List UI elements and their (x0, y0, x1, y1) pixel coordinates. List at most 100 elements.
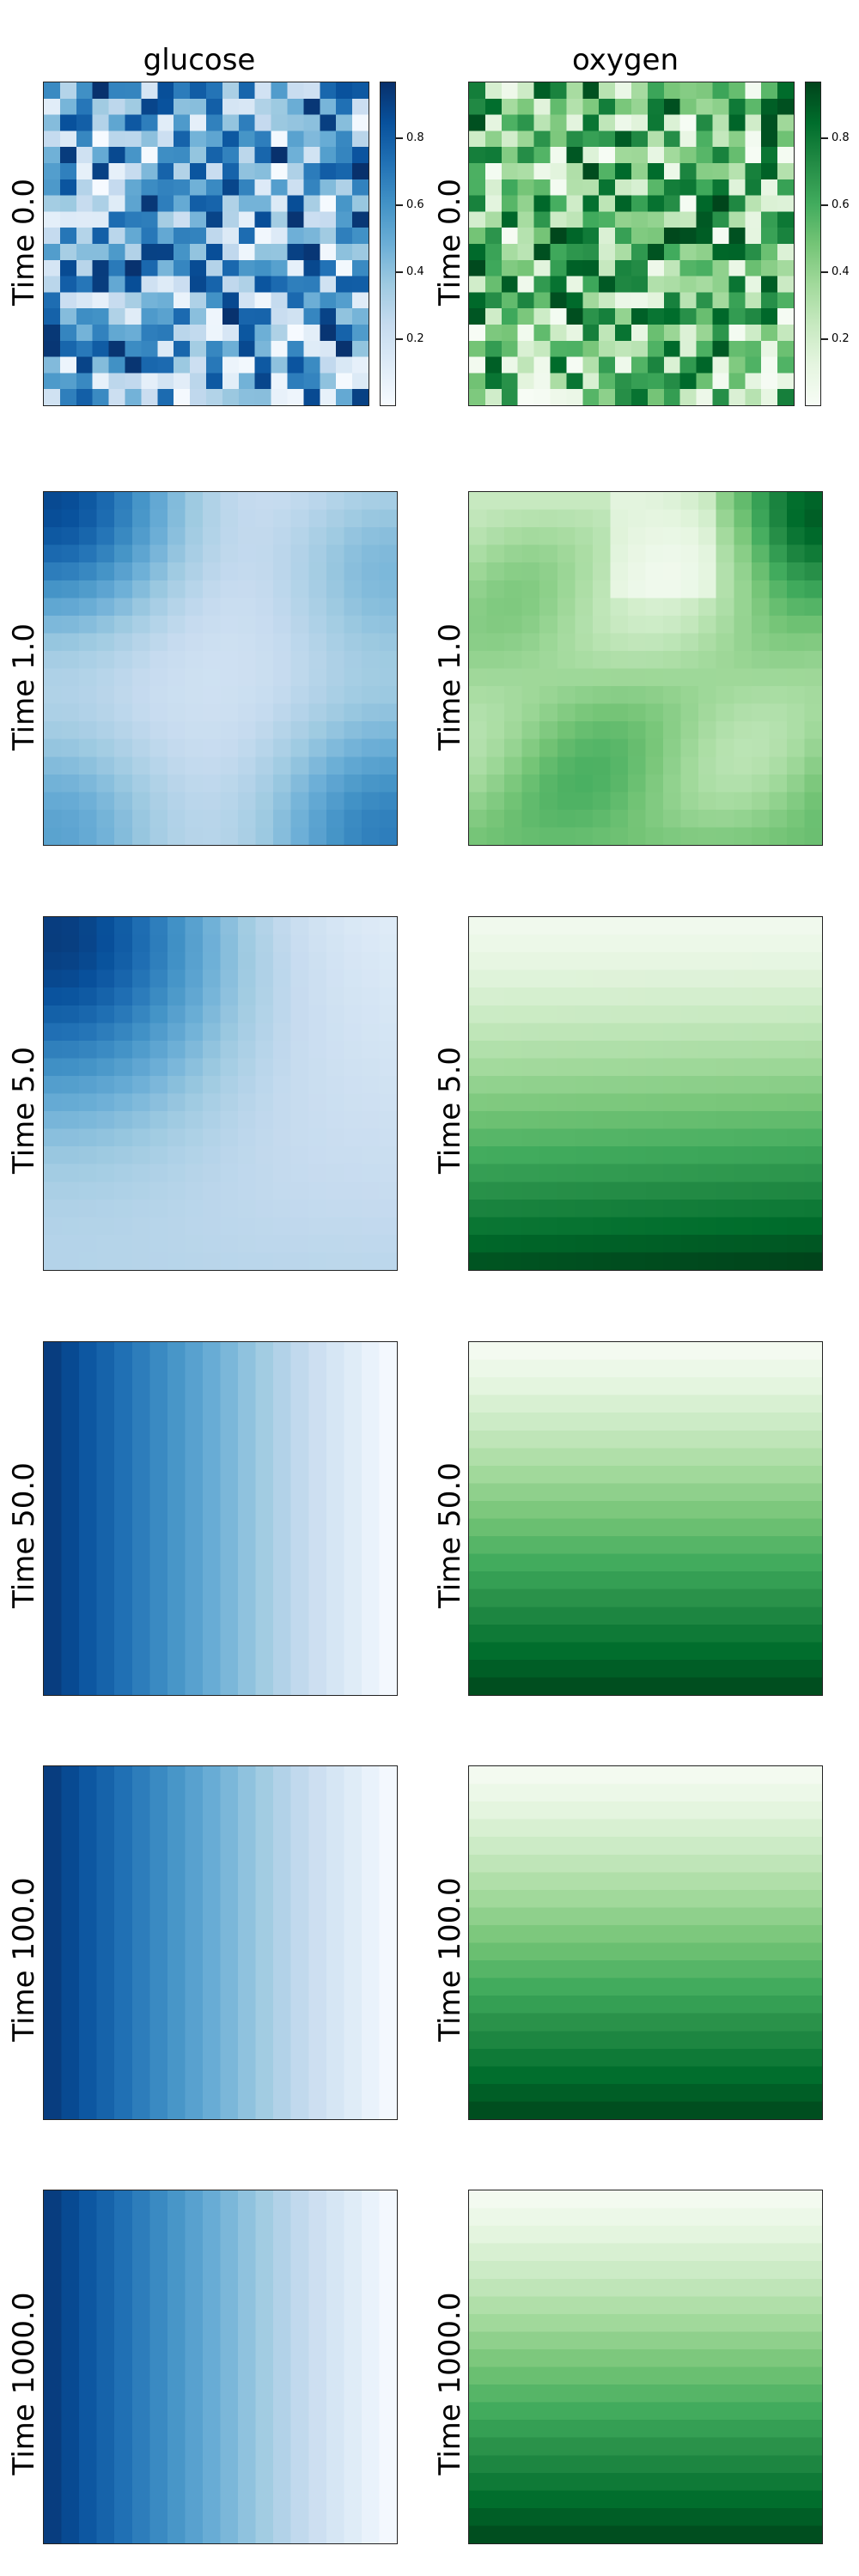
heatmap-cell (712, 292, 729, 309)
heatmap-cell (786, 1448, 805, 1467)
heatmap-cell (469, 721, 487, 740)
heatmap-cell (149, 1394, 168, 1413)
heatmap-cell (680, 1058, 699, 1077)
heatmap-cell (149, 2261, 168, 2280)
heatmap-cell (255, 792, 274, 811)
heatmap-cell (575, 792, 594, 811)
heatmap-cell (308, 1924, 327, 1943)
heatmap-cell (220, 1978, 239, 1996)
heatmap-cell (320, 340, 337, 357)
heatmap-cell (44, 2366, 62, 2385)
heatmap-cell (469, 1677, 487, 1695)
heatmap-cell (273, 598, 292, 617)
heatmap-cell (734, 1837, 752, 1856)
heatmap-cell (61, 2031, 80, 2050)
heatmap-cell (769, 827, 788, 845)
heatmap-cell (379, 650, 397, 669)
heatmap-cell (751, 1182, 770, 1200)
heatmap-cell (379, 1978, 397, 1996)
heatmap-cell (504, 2048, 523, 2067)
heatmap-cell (663, 325, 681, 342)
heatmap-cell (769, 917, 788, 935)
heatmap-cell (320, 373, 337, 390)
heatmap-cell (645, 1413, 664, 1431)
heatmap-cell (716, 2190, 734, 2208)
heatmap-cell (804, 1234, 822, 1253)
heatmap-cell (114, 721, 133, 740)
heatmap-cell (698, 2437, 717, 2456)
heatmap-cell (645, 2066, 664, 2085)
heatmap-cell (131, 1448, 150, 1467)
heatmap-cell (539, 1907, 558, 1926)
heatmap-cell (501, 259, 519, 276)
heatmap-cell (734, 598, 752, 617)
heatmap-cell (79, 598, 98, 617)
heatmap-cell (734, 934, 752, 953)
heatmap-cell (273, 1978, 292, 1996)
heatmap-cell (769, 1040, 788, 1059)
heatmap-cell (114, 1128, 133, 1147)
heatmap-cell (539, 2083, 558, 2102)
heatmap-cell (79, 2031, 98, 2050)
heatmap-cell (734, 703, 752, 722)
heatmap-cell (220, 1234, 239, 1253)
heatmap-cell (786, 1342, 805, 1360)
heatmap-cell (76, 244, 94, 261)
heatmap-cell (114, 1359, 133, 1378)
heatmap-cell (379, 1872, 397, 1891)
heatmap-cell (44, 615, 62, 634)
heatmap-cell (469, 2507, 487, 2526)
heatmap-cell (751, 1607, 770, 1625)
heatmap-cell (379, 1766, 397, 1784)
heatmap-cell (557, 1783, 576, 1802)
heatmap-cell (131, 1342, 150, 1360)
heatmap-cell (521, 1342, 540, 1360)
heatmap-cell (114, 1163, 133, 1182)
heatmap-cell (680, 1413, 699, 1431)
heatmap-cell (804, 580, 822, 598)
heatmap-cell (777, 114, 794, 131)
heatmap-cell (44, 2013, 62, 2032)
heatmap-cell (786, 492, 805, 510)
heatmap-cell (157, 389, 174, 405)
heatmap-cell (361, 686, 380, 705)
heatmap-cell (167, 2243, 186, 2262)
heatmap-cell (521, 1093, 540, 1112)
heatmap-cell (125, 340, 142, 357)
heatmap-cell (645, 2472, 664, 2491)
heatmap-cell (680, 2048, 699, 2067)
heatmap-cell (290, 1252, 309, 1270)
heatmap-cell (61, 1889, 80, 1908)
heatmap-cell (663, 2472, 682, 2491)
heatmap-cell (220, 527, 239, 546)
heatmap-cell (238, 2455, 257, 2474)
heatmap-cell (206, 373, 223, 390)
heatmap-cell (521, 580, 540, 598)
heatmap-cell (504, 1889, 523, 1908)
heatmap-cell (769, 1960, 788, 1979)
heatmap-cell (582, 195, 600, 212)
heatmap-cell (149, 1359, 168, 1378)
heatmap-cell (308, 1448, 327, 1467)
heatmap-cell (308, 1377, 327, 1396)
heatmap-cell (627, 809, 646, 828)
heatmap-cell (79, 809, 98, 828)
heatmap-cell (501, 179, 519, 196)
heatmap-cell (469, 179, 486, 196)
heatmap-cell (344, 1058, 362, 1077)
heatmap-cell (716, 1182, 734, 1200)
heatmap-cell (238, 195, 256, 212)
heatmap-cell (361, 809, 380, 828)
heatmap-cell (575, 738, 594, 757)
heatmap-cell (61, 1234, 80, 1253)
heatmap-cell (610, 2402, 629, 2421)
heatmap-cell (734, 2278, 752, 2297)
heatmap-cell (167, 2296, 186, 2315)
heatmap-cell (716, 1163, 734, 1182)
heatmap-cell (751, 2048, 770, 2067)
heatmap-cell (255, 1075, 274, 1094)
heatmap-cell (141, 373, 158, 390)
heatmap-cell (174, 292, 191, 309)
heatmap-cell (486, 1942, 505, 1961)
heatmap-cell (716, 1801, 734, 1820)
